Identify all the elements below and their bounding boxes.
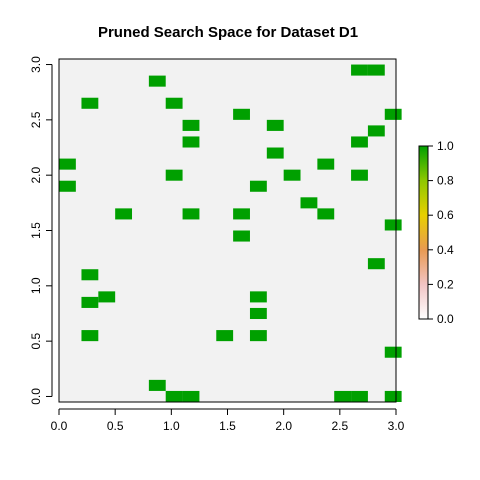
heatmap-cells bbox=[59, 64, 402, 402]
heatmap-cell bbox=[384, 390, 402, 402]
heatmap-cell bbox=[384, 346, 402, 358]
legend-tick-label: 0.6 bbox=[437, 208, 454, 222]
x-tick-label: 2.0 bbox=[275, 419, 292, 433]
x-tick-label: 0.0 bbox=[51, 419, 68, 433]
heatmap-cell bbox=[384, 108, 402, 120]
x-tick-label: 0.5 bbox=[107, 419, 124, 433]
heatmap-cell bbox=[266, 119, 284, 131]
heatmap-cell bbox=[182, 208, 200, 220]
legend-tick-label: 1.0 bbox=[437, 139, 454, 153]
heatmap-cell bbox=[300, 197, 318, 209]
heatmap-cell bbox=[367, 258, 385, 270]
heatmap-cell bbox=[182, 136, 200, 148]
heatmap-cell bbox=[351, 169, 368, 181]
heatmap-cell bbox=[233, 230, 250, 242]
legend-tick-label: 0.4 bbox=[437, 243, 454, 257]
heatmap-cell bbox=[81, 269, 99, 281]
color-legend: 0.0 0.2 0.4 0.6 0.8 1.0 bbox=[418, 139, 454, 326]
x-tick-label: 1.5 bbox=[219, 419, 236, 433]
legend-color-bar bbox=[418, 145, 429, 320]
y-tick-label: 1.0 bbox=[29, 277, 43, 294]
heatmap-cell bbox=[216, 330, 234, 342]
heatmap-cell bbox=[384, 219, 402, 231]
heatmap-cell bbox=[165, 97, 183, 109]
heatmap-cell bbox=[249, 330, 267, 342]
heatmap-cell bbox=[266, 147, 284, 159]
heatmap-cell bbox=[115, 208, 133, 220]
heatmap-cell bbox=[283, 169, 301, 181]
y-tick-label: 2.5 bbox=[29, 111, 43, 128]
y-tick-label: 3.0 bbox=[29, 56, 43, 73]
x-tick-label: 3.0 bbox=[388, 419, 405, 433]
y-tick-label: 0.0 bbox=[29, 388, 43, 405]
heatmap-cell bbox=[81, 97, 99, 109]
plot-frame bbox=[58, 58, 397, 403]
y-tick-label: 1.5 bbox=[29, 222, 43, 239]
heatmap-cell bbox=[81, 296, 99, 308]
heatmap-cell bbox=[317, 208, 335, 220]
legend-tick-label: 0.2 bbox=[437, 277, 454, 291]
heatmap-cell bbox=[249, 307, 267, 320]
heatmap-cell bbox=[233, 108, 250, 120]
heatmap-cell bbox=[317, 158, 335, 170]
heatmap-cell bbox=[148, 75, 166, 87]
heatmap-cell bbox=[233, 208, 250, 220]
heatmap-cell bbox=[165, 390, 183, 402]
x-axis: 0.0 0.5 1.0 1.5 2.0 2.5 3.0 bbox=[51, 408, 405, 433]
legend-tick-label: 0.0 bbox=[437, 312, 454, 326]
x-tick-label: 2.5 bbox=[331, 419, 348, 433]
heatmap-cell bbox=[182, 119, 200, 131]
heatmap-cell bbox=[148, 379, 166, 391]
heatmap-cell bbox=[367, 125, 385, 137]
heatmap-cell bbox=[334, 390, 352, 402]
x-tick-label: 1.0 bbox=[163, 419, 180, 433]
heatmap-cell bbox=[351, 136, 368, 148]
y-tick-label: 2.0 bbox=[29, 167, 43, 184]
y-tick-label: 0.5 bbox=[29, 332, 43, 349]
heatmap-cell bbox=[59, 180, 76, 192]
heatmap-cell bbox=[59, 158, 76, 170]
heatmap-cell bbox=[249, 180, 267, 192]
heatmap-cell bbox=[81, 330, 99, 342]
heatmap-cell bbox=[249, 291, 267, 303]
heatmap-cell bbox=[367, 64, 385, 76]
plot-background bbox=[59, 59, 396, 402]
heatmap-cell bbox=[98, 291, 116, 303]
heatmap-cell bbox=[351, 64, 368, 76]
heatmap-cell bbox=[182, 390, 200, 402]
y-axis: 0.0 0.5 1.0 1.5 2.0 2.5 3.0 bbox=[29, 56, 53, 405]
heatmap-cell bbox=[165, 169, 183, 181]
chart-title: Pruned Search Space for Dataset D1 bbox=[98, 24, 358, 41]
heatmap-cell bbox=[351, 390, 368, 402]
legend-tick-label: 0.8 bbox=[437, 174, 454, 188]
